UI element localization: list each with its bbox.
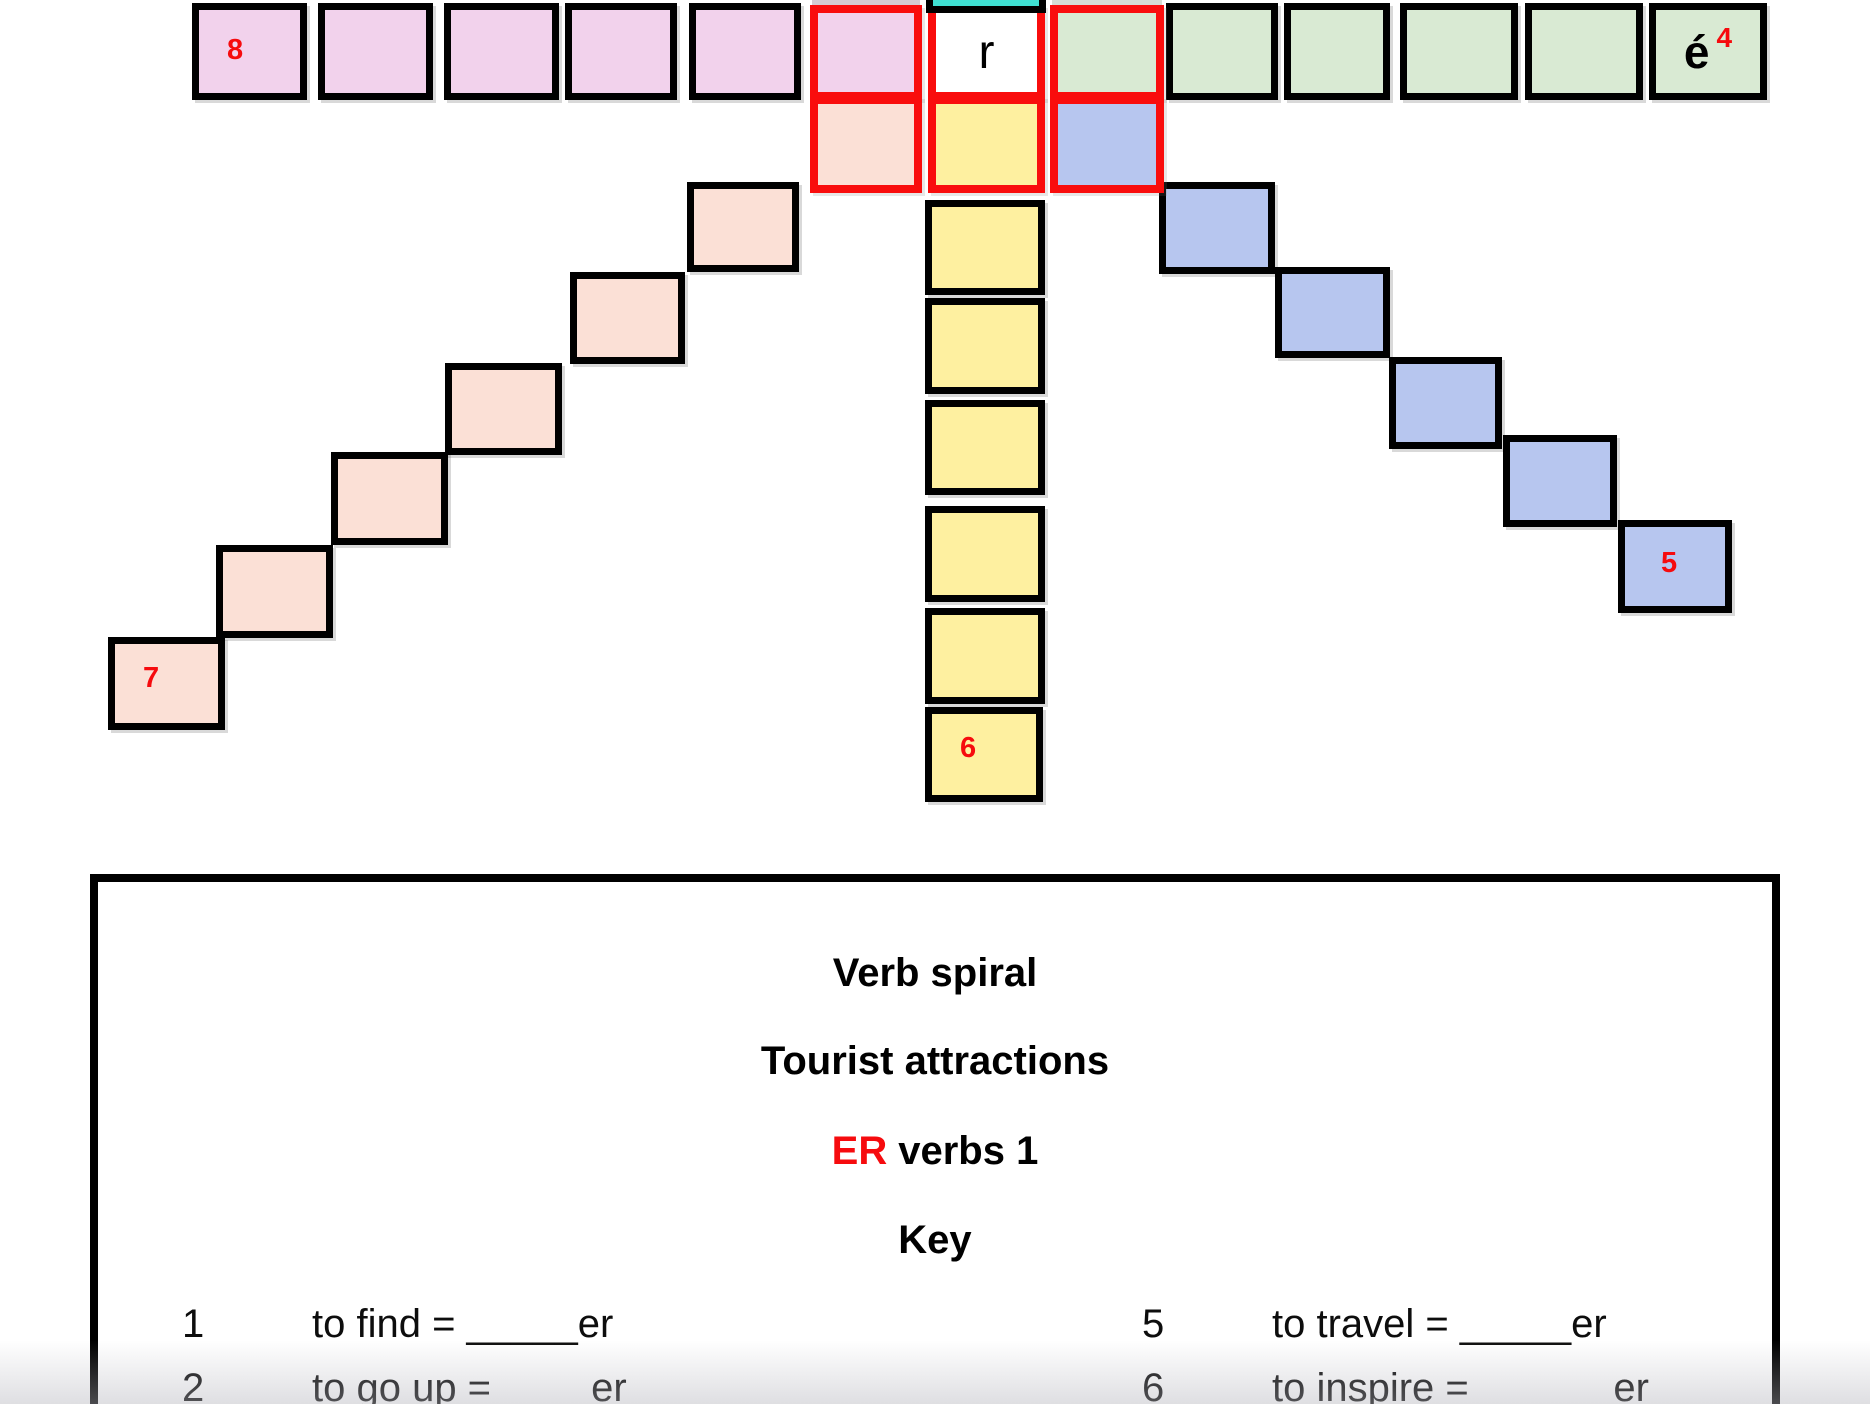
title-tourist-attractions: Tourist attractions [760,1039,1110,1083]
highlight-pink-cell[interactable] [810,5,922,100]
clue-8-marker: 8 [227,34,244,66]
yellow-arm-cell-5[interactable] [925,506,1045,602]
clue-2-number: 2 [182,1366,205,1404]
clue-6-marker: 6 [960,732,977,764]
cutoff-cell-sliver-right [1052,0,1162,5]
blue-arm-cell-3[interactable] [1275,267,1390,358]
title-er-verbs: ER verbs 1 [97,1129,1773,1173]
clue-1-number: 1 [182,1302,205,1346]
pink-arm-cell-3[interactable] [444,3,559,100]
title-verb-spiral: Verb spiral [832,951,1038,995]
pink-arm-cell-4[interactable] [565,3,677,100]
blue-arm-cell-5[interactable] [1503,435,1617,527]
pink-arm-cell-8[interactable]: 8 [192,3,307,100]
highlight-green-cell[interactable] [1050,5,1164,100]
blue-arm-cell-4[interactable] [1389,357,1502,449]
clue-5-number: 5 [1142,1302,1165,1346]
green-arm-cell-4[interactable] [1400,3,1518,100]
cutoff-cell-sliver-left [812,0,920,5]
highlight-yellow-cell[interactable] [928,96,1045,193]
yellow-arm-cell-3[interactable] [925,298,1045,394]
yellow-arm-cell-2[interactable] [925,200,1045,295]
clue-6-cell[interactable]: 6 [925,707,1043,802]
pink-arm-cell-5[interactable] [689,3,801,100]
title-key: Key [898,1218,972,1262]
clue-1-text: to find = _____er [312,1302,614,1346]
cutoff-teal-cell[interactable] [926,0,1046,13]
peach-arm-cell-4[interactable] [445,363,562,455]
clue-5-cell[interactable]: 5 [1618,520,1732,613]
yellow-arm-cell-6[interactable] [925,608,1045,704]
clue-5-marker: 5 [1661,547,1678,579]
peach-arm-cell-2[interactable] [687,182,799,272]
center-r-cell[interactable]: r [928,5,1045,100]
clue-5-text: to travel = _____er [1272,1302,1607,1346]
peach-arm-cell-3[interactable] [570,272,685,364]
yellow-arm-cell-4[interactable] [925,400,1045,495]
highlight-peach-cell[interactable] [810,96,922,193]
highlight-blue-cell[interactable] [1050,96,1164,193]
clue-2-text: to go up = ____er [312,1366,627,1404]
er-rest-text: verbs 1 [898,1129,1039,1173]
peach-arm-cell-5[interactable] [331,452,448,545]
pink-arm-cell-2[interactable] [318,3,433,100]
clue-6-text: to inspire = ______er [1272,1366,1649,1404]
clue-4-marker: 4 [1716,21,1733,53]
clue-7-marker: 7 [143,662,160,694]
key-box [90,874,1780,1404]
green-arm-cell-2[interactable] [1166,3,1278,100]
accent-letter-e: é [1683,25,1710,78]
clue-6-number: 6 [1142,1366,1165,1404]
er-accent-text: ER [831,1129,888,1173]
peach-arm-cell-6[interactable] [216,545,333,638]
green-arm-cell-5[interactable] [1525,3,1643,100]
clue-4-cell[interactable]: é 4 [1649,3,1767,100]
blue-arm-cell-2[interactable] [1159,182,1275,274]
center-letter: r [978,25,995,79]
clue-7-cell[interactable]: 7 [108,637,225,730]
green-arm-cell-3[interactable] [1284,3,1390,100]
